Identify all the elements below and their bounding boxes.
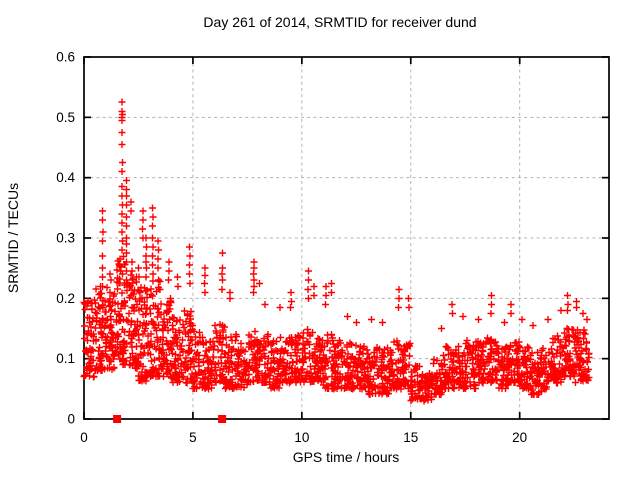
y-tick-label: 0 [67,412,75,427]
x-tick-label: 0 [80,430,88,445]
x-axis-label: GPS time / hours [293,449,400,465]
y-tick-label: 0.2 [56,291,75,306]
baseline-square-marker [113,415,122,423]
y-tick-label: 0.6 [56,50,75,65]
scatter-points [80,98,593,423]
x-tick-label: 15 [403,430,418,445]
tick-labels: 0 5 10 15 20 0 0.1 0.2 0.3 0.4 0.5 0.6 [56,50,527,446]
y-axis-label: SRMTID / TECUs [5,183,21,293]
x-tick-label: 20 [512,430,527,445]
y-tick-label: 0.4 [56,170,75,185]
x-tick-label: 5 [189,430,197,445]
baseline-square-marker [218,415,227,423]
y-tick-label: 0.1 [56,351,75,366]
srmtid-plus-markers [80,98,593,405]
chart-title: Day 261 of 2014, SRMTID for receiver dun… [203,14,476,30]
y-tick-label: 0.3 [56,231,75,246]
plot-border [83,56,610,420]
y-tick-label: 0.5 [56,110,75,125]
x-tick-label: 10 [294,430,309,445]
